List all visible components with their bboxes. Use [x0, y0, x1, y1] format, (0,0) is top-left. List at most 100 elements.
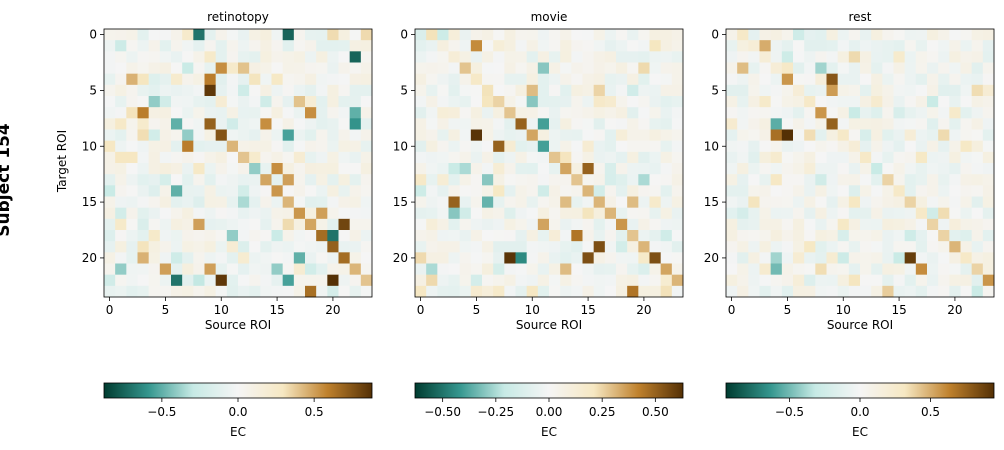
heatmap-cell — [660, 163, 673, 175]
heatmap-cell — [938, 62, 950, 75]
heatmap-cell — [470, 151, 483, 164]
heatmap-cell — [882, 285, 894, 298]
heatmap-cell — [804, 118, 816, 130]
heatmap-cell — [459, 163, 472, 175]
heatmap-cell — [737, 62, 749, 75]
heatmap-cell — [305, 84, 317, 97]
heatmap-cell — [482, 241, 494, 253]
heatmap-cell — [860, 285, 872, 298]
heatmap-cell — [470, 285, 483, 298]
heatmap-cell — [204, 163, 217, 175]
heatmap-cell — [770, 62, 783, 75]
heatmap-cell — [571, 151, 583, 164]
heatmap-cell — [893, 263, 906, 276]
heatmap-cell — [938, 73, 950, 86]
heatmap-cell — [560, 163, 572, 175]
heatmap-cell — [260, 40, 272, 52]
heatmap-cell — [115, 129, 127, 142]
heatmap-cell — [249, 129, 261, 142]
heatmap-cell — [115, 252, 127, 264]
heatmap-cell — [759, 230, 772, 242]
heatmap-cell — [560, 174, 572, 186]
heatmap-cell — [960, 185, 973, 197]
heatmap-cell — [426, 151, 438, 164]
heatmap-cell — [360, 263, 373, 276]
heatmap-cell — [515, 263, 528, 276]
heatmap-cell — [582, 274, 595, 287]
heatmap-cell — [938, 241, 950, 253]
heatmap-cell — [804, 140, 816, 153]
y-tick-label: 0 — [89, 28, 97, 42]
heatmap-cell — [638, 73, 650, 86]
heatmap-cell — [215, 96, 228, 108]
heatmap-cell — [793, 241, 805, 253]
heatmap-cell — [582, 207, 595, 220]
heatmap-cell — [316, 174, 328, 186]
heatmap-cell — [448, 163, 461, 175]
heatmap-cell — [860, 107, 872, 119]
heatmap-cell — [271, 29, 284, 41]
heatmap-cell — [882, 73, 894, 86]
heatmap-cell — [893, 207, 906, 220]
heatmap-cell — [793, 140, 805, 153]
heatmap-cell — [604, 29, 617, 41]
heatmap-cell — [982, 151, 995, 164]
heatmap-cell — [193, 241, 205, 253]
heatmap-cell — [148, 96, 161, 108]
heatmap-cell — [282, 140, 295, 153]
heatmap-cell — [537, 263, 550, 276]
heatmap-cell — [360, 274, 373, 287]
heatmap-cell — [582, 140, 595, 153]
heatmap-cell — [104, 118, 116, 130]
heatmap-cell — [426, 73, 438, 86]
heatmap-cell — [226, 84, 239, 97]
heatmap-cell — [826, 274, 839, 287]
heatmap-cell — [582, 118, 595, 130]
heatmap-cell — [915, 118, 928, 130]
heatmap-cell — [737, 73, 749, 86]
heatmap-cell — [159, 73, 172, 86]
heatmap-cell — [526, 40, 539, 52]
heatmap-cell — [215, 129, 228, 142]
heatmap-cell — [882, 96, 894, 108]
heatmap-cell — [338, 241, 351, 253]
heatmap-cell — [159, 174, 172, 186]
heatmap-cell — [226, 151, 239, 164]
heatmap-cell — [470, 84, 483, 97]
panel-title: rest — [848, 10, 871, 24]
heatmap-cell — [616, 207, 628, 220]
heatmap-cell — [770, 196, 783, 209]
heatmap-cell — [582, 185, 595, 197]
heatmap-cell — [182, 29, 194, 41]
heatmap-cell — [893, 29, 906, 41]
heatmap-cell — [649, 252, 662, 264]
heatmap-cell — [982, 163, 995, 175]
heatmap-cell — [726, 185, 738, 197]
heatmap-cell — [726, 263, 738, 276]
x-tick-label: 20 — [636, 303, 651, 317]
heatmap-cell — [204, 230, 217, 242]
heatmap-cell — [915, 151, 928, 164]
heatmap-cell — [826, 151, 839, 164]
heatmap-cell — [649, 207, 662, 220]
heatmap-cell — [770, 218, 783, 231]
heatmap-cell — [448, 62, 461, 75]
heatmap-cell — [748, 140, 760, 153]
heatmap-cell — [226, 263, 239, 276]
heatmap-cell — [793, 73, 805, 86]
heatmap-cell — [526, 207, 539, 220]
heatmap-cell — [448, 73, 461, 86]
heatmap-cell — [938, 151, 950, 164]
heatmap-cell — [927, 96, 939, 108]
heatmap-cell — [571, 129, 583, 142]
heatmap-cell — [426, 285, 438, 298]
heatmap-cell — [726, 207, 738, 220]
heatmap-cell — [860, 174, 872, 186]
heatmap-cell — [260, 241, 272, 253]
heatmap-cell — [349, 163, 362, 175]
heatmap-cell — [726, 140, 738, 153]
heatmap-cell — [360, 196, 373, 209]
heatmap-cell — [448, 96, 461, 108]
heatmap-cell — [826, 40, 839, 52]
heatmap-cell — [104, 274, 116, 287]
